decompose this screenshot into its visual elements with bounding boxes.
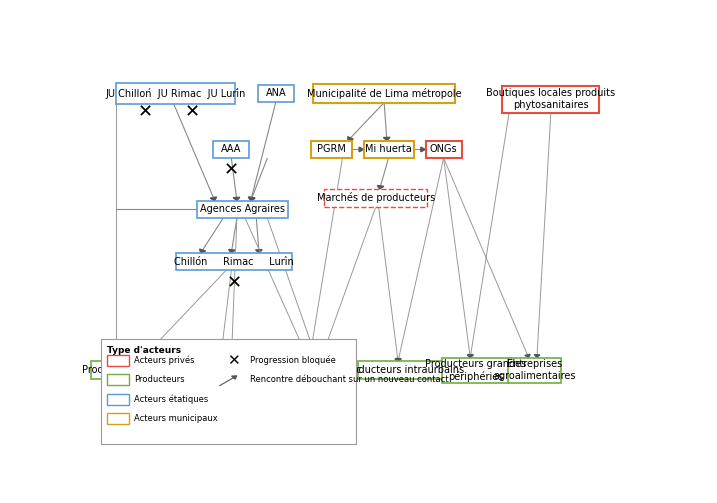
Polygon shape [525,354,530,358]
Bar [364,141,414,158]
Text: Acteurs municipaux: Acteurs municipaux [134,414,218,423]
Bar [91,362,168,379]
Bar [108,394,128,404]
Text: PGRM: PGRM [317,144,346,154]
Polygon shape [359,147,364,152]
Bar [108,413,128,424]
Polygon shape [232,376,237,379]
Bar [277,362,352,379]
Text: ✕: ✕ [185,104,200,122]
Bar [213,141,250,158]
Text: ✕: ✕ [227,353,240,368]
Bar [442,358,509,383]
Bar [108,374,128,385]
Text: Progression bloquée: Progression bloquée [250,356,336,365]
Polygon shape [307,358,313,361]
Text: Type d'acteurs: Type d'acteurs [108,346,181,355]
Polygon shape [348,137,353,140]
Polygon shape [255,249,262,253]
Bar [310,141,352,158]
Polygon shape [229,359,234,361]
Text: Municipalité de Lima métropole: Municipalité de Lima métropole [307,88,462,99]
Bar [196,201,288,218]
Bar [100,339,356,444]
Polygon shape [233,197,239,201]
Polygon shape [467,355,473,358]
Bar [502,86,599,113]
Text: Producteurs Rimac: Producteurs Rimac [269,365,361,375]
Text: Producteurs: Producteurs [134,375,185,384]
Polygon shape [229,249,235,253]
Text: Boutiques locales produits
phytosanitaires: Boutiques locales produits phytosanitair… [486,89,615,110]
Polygon shape [113,358,120,361]
Bar [508,358,561,383]
Bar [116,82,235,104]
Polygon shape [421,147,425,152]
Bar [257,85,294,102]
Text: Producteurs Chillón: Producteurs Chillón [82,365,177,375]
Polygon shape [377,186,384,189]
Text: Mi huerta: Mi huerta [365,144,412,154]
Text: AAA: AAA [221,144,242,154]
Bar [324,189,427,207]
Polygon shape [305,358,310,361]
Text: Producteurs Lurín: Producteurs Lurín [183,365,269,375]
Polygon shape [199,249,206,253]
Polygon shape [468,355,473,358]
Text: Marchés de producteurs: Marchés de producteurs [317,192,435,203]
Text: ONGs: ONGs [429,144,457,154]
Bar [313,84,455,103]
Polygon shape [140,358,144,361]
Text: Entreprises
agroalimentaires: Entreprises agroalimentaires [493,360,576,381]
Text: Acteurs privés: Acteurs privés [134,356,194,365]
Bar [189,362,262,379]
Text: ✕: ✕ [224,162,239,180]
Bar [358,362,450,379]
Polygon shape [318,358,324,361]
Polygon shape [314,358,319,361]
Polygon shape [218,359,223,361]
Text: Producteurs grandes
périphéries: Producteurs grandes périphéries [425,359,526,382]
Bar [176,253,293,271]
Polygon shape [210,197,217,201]
Polygon shape [248,197,255,201]
Text: Acteurs étatiques: Acteurs étatiques [134,394,209,404]
Text: ANA: ANA [265,89,286,98]
Text: Agences Agraires: Agences Agraires [200,205,285,214]
Polygon shape [249,197,255,201]
Text: Chillón     Rimac     Lurín: Chillón Rimac Lurín [174,257,294,267]
Polygon shape [534,355,540,358]
Polygon shape [396,358,402,361]
Text: JU Chilloń  JU Rimac  JU Lurín: JU Chilloń JU Rimac JU Lurín [105,88,246,99]
Text: Rencontre débouchant sur un nouveau contact: Rencontre débouchant sur un nouveau con… [250,375,449,384]
Text: Producteurs intraurbains: Producteurs intraurbains [343,365,464,375]
Polygon shape [395,359,401,361]
Bar [425,141,462,158]
Text: ✕: ✕ [138,104,153,122]
Text: ✕: ✕ [227,274,242,292]
Bar [108,355,128,366]
Polygon shape [384,137,390,140]
